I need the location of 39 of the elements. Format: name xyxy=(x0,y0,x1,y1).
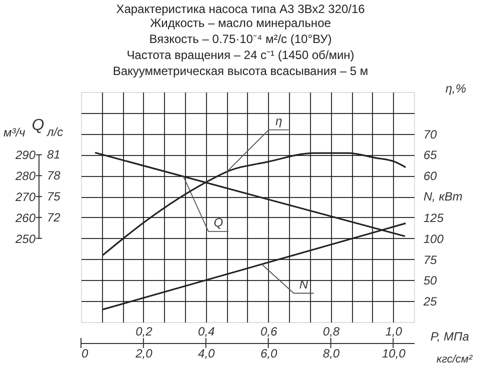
x-axis-title: P, МПа xyxy=(430,330,470,344)
x2-tick-label: 2,0 xyxy=(134,346,153,360)
x2-tick-label: 8,0 xyxy=(322,346,340,360)
x2-tick-label: 4,0 xyxy=(198,346,216,360)
x-tick-label: 0,2 xyxy=(136,324,153,338)
x-tick-label: 0,6 xyxy=(260,324,278,338)
y-tick-label: 250 xyxy=(14,232,36,246)
x2-tick-label: 0 xyxy=(82,346,88,360)
text: 78 xyxy=(47,168,61,183)
text: 72 xyxy=(47,210,61,224)
y-tick-label: 280 xyxy=(14,169,36,184)
text: η xyxy=(275,114,282,128)
text: л/с xyxy=(46,125,64,139)
chart-title: Характеристика насоса типа А3 3Вх2 320/16 xyxy=(116,2,366,16)
y3-tick-label: 50 xyxy=(424,274,438,288)
text: 81 xyxy=(47,148,60,162)
y3-tick-label: 75 xyxy=(424,252,438,267)
y3-tick-label: 25 xyxy=(422,294,438,309)
y2-tick-label: 65 xyxy=(424,148,438,162)
y-axis-title: м³/ч xyxy=(4,126,26,140)
x-tick-label: 1,0 xyxy=(385,324,402,338)
text: Q xyxy=(32,117,44,134)
x2-tick-label: 6,0 xyxy=(260,346,278,360)
y3-tick-label: 100 xyxy=(424,232,444,246)
text: 75 xyxy=(47,190,61,204)
x-tick-label: 0,4 xyxy=(198,324,216,338)
x2-axis-title: кгс/см² xyxy=(436,354,473,366)
y-tick-label: 270 xyxy=(14,190,36,204)
chart-subtitle: Жидкость – масло минеральное Вязкость – 0.75·10⁻⁴ м²/с (10°ВУ) Частота вращения – 24 с⁻¹ (1450 об/мин) Вакуумметрическая высота всасывания – 5 м xyxy=(112,16,368,78)
y3-tick-label: 125 xyxy=(424,210,444,225)
y2-tick-label: 70 xyxy=(424,127,438,142)
y-tick-label: 260 xyxy=(14,210,36,225)
y3-axis-title: N, кВт xyxy=(424,190,463,204)
y2-tick-label: 60 xyxy=(424,169,438,184)
x-tick-label: 0,8 xyxy=(322,324,340,338)
x2-tick-label: 10,0 xyxy=(382,346,406,360)
text: Q xyxy=(214,215,224,230)
y2-axis-title: η,% xyxy=(446,82,466,96)
y-tick-label: 290 xyxy=(14,148,36,162)
